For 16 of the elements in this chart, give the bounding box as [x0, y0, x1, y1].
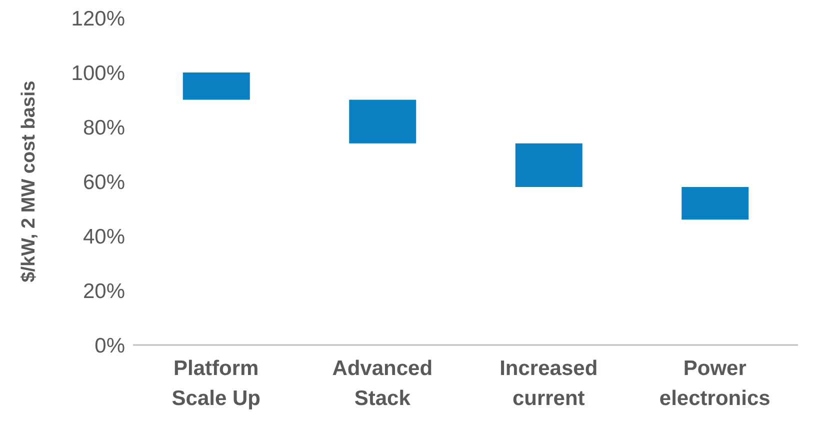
y-tick-label: 80% [82, 116, 125, 140]
y-tick-label: 100% [71, 62, 125, 85]
x-tick-label: Platform Scale Up [172, 357, 260, 410]
bar [349, 100, 416, 144]
bar [182, 72, 250, 100]
y-tick-label: 120% [71, 7, 125, 30]
y-tick-label: 40% [82, 225, 125, 248]
y-tick-label: 60% [82, 170, 125, 194]
x-tick-label: Advanced Stack [332, 357, 433, 410]
bar [515, 143, 582, 187]
y-axis-title: $/kW, 2 MW cost basis [18, 80, 40, 282]
y-tick-label: 0% [94, 334, 125, 358]
x-tick-label: Increased current [500, 357, 598, 410]
x-tick-label: Power electronics [659, 357, 770, 410]
bar [682, 186, 749, 220]
y-tick-label: 20% [82, 280, 125, 303]
